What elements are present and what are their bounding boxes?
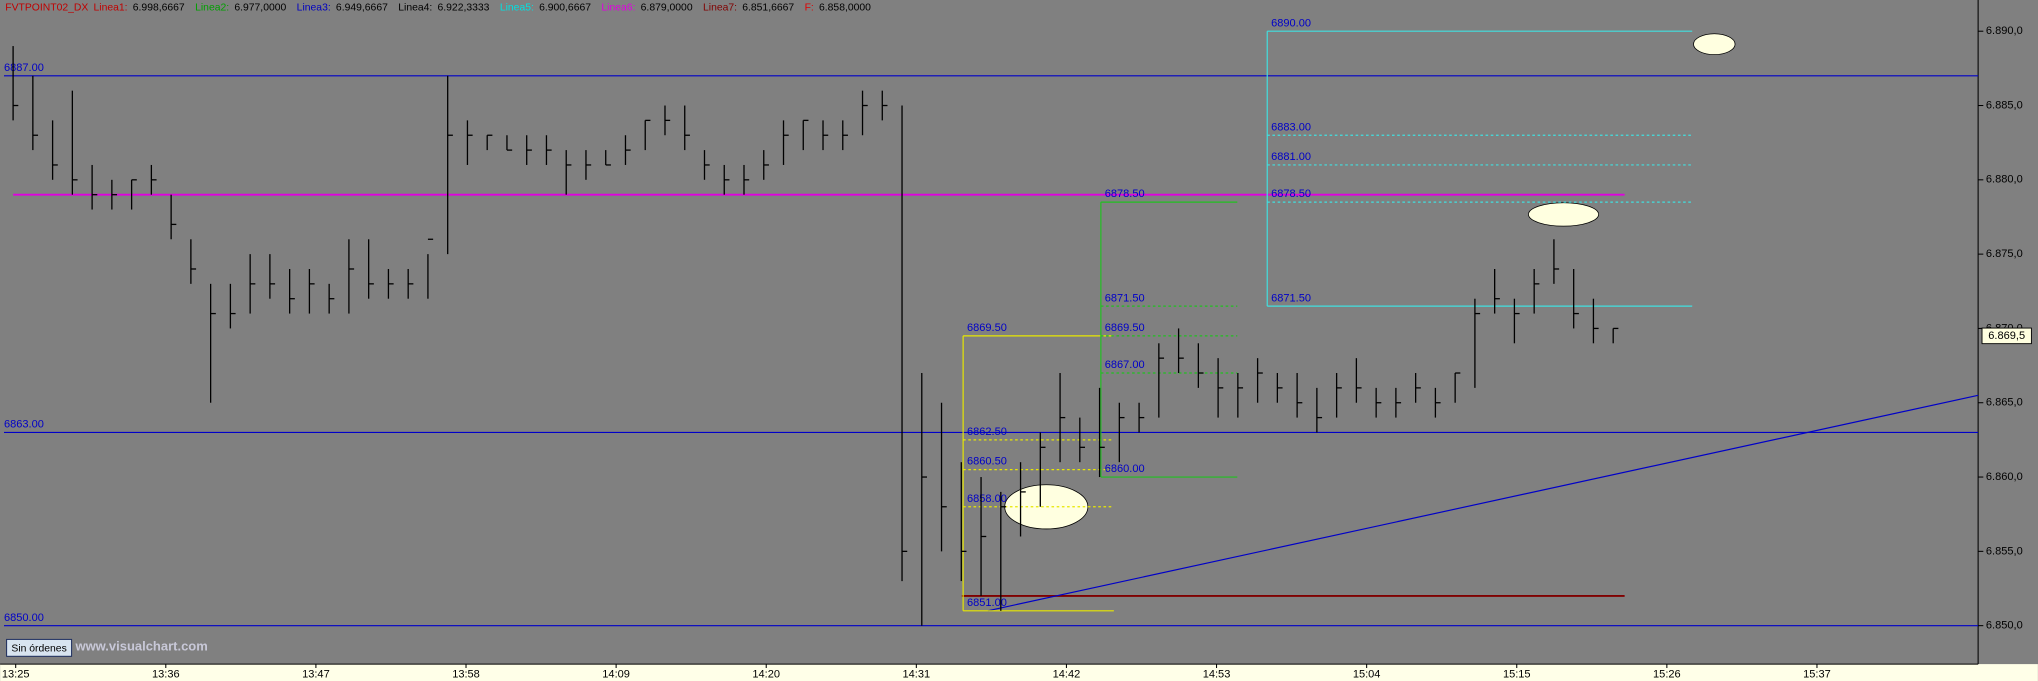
y-tick-label: 6.885,0 <box>1986 99 2023 111</box>
x-tick-label: 15:26 <box>1653 668 1681 680</box>
x-tick-label: 15:04 <box>1353 668 1381 680</box>
retracement-label: 6869.50 <box>1105 322 1145 334</box>
y-tick-label: 6.850,0 <box>1986 620 2023 632</box>
x-tick-label: 13:25 <box>2 668 30 680</box>
x-tick-label: 13:58 <box>452 668 480 680</box>
retracement-label: 6860.00 <box>1105 463 1145 475</box>
retracement-label: 6890.00 <box>1271 17 1311 29</box>
header-text: F: <box>805 3 814 14</box>
y-tick-label: 6.875,0 <box>1986 248 2023 260</box>
level-label: 6863.00 <box>4 419 44 431</box>
x-tick-label: 15:15 <box>1503 668 1531 680</box>
header-text: 6.851,6667 <box>742 3 794 14</box>
y-tick-label: 6.865,0 <box>1986 397 2023 409</box>
header-text: 6.900,6667 <box>539 3 591 14</box>
header-text: Linea6: <box>601 3 635 14</box>
orders-button-label[interactable]: Sin órdenes <box>11 643 66 654</box>
header-text: 6.922,3333 <box>438 3 490 14</box>
retracement-label: 6860.50 <box>967 456 1007 468</box>
trendline <box>987 394 1979 612</box>
x-tick-label: 13:36 <box>152 668 180 680</box>
watermark: www.visualchart.com <box>74 639 207 654</box>
retracement-label: 6869.50 <box>967 322 1007 334</box>
x-tick-label: 14:20 <box>752 668 780 680</box>
orders-button[interactable] <box>6 638 73 657</box>
retracement-label: 6851.00 <box>967 597 1007 609</box>
retracement-label: 6862.50 <box>967 426 1007 438</box>
header-text: Linea7: <box>703 3 737 14</box>
y-tick-label: 6.880,0 <box>1986 174 2023 186</box>
y-tick-label: 6.855,0 <box>1986 545 2023 557</box>
header-text: Linea5: <box>500 3 534 14</box>
header-text: Linea4: <box>398 3 432 14</box>
x-tick-label: 14:42 <box>1053 668 1081 680</box>
time-axis-band <box>0 664 2038 681</box>
header-text: Linea3: <box>297 3 331 14</box>
x-tick-label: 14:31 <box>903 668 931 680</box>
retracement-label: 6881.00 <box>1271 151 1311 163</box>
header-text: Linea2: <box>195 3 229 14</box>
retracement-label: 6878.50 <box>1271 188 1311 200</box>
header-text: 6.977,0000 <box>234 3 286 14</box>
y-tick-label: 6.860,0 <box>1986 471 2023 483</box>
x-tick-label: 15:37 <box>1803 668 1831 680</box>
retracement-label: 6878.50 <box>1105 188 1145 200</box>
retracement-label: 6883.00 <box>1271 121 1311 133</box>
header-text: 6.879,0000 <box>641 3 693 14</box>
header-text: Linea1: <box>94 3 128 14</box>
x-tick-label: 14:09 <box>602 668 630 680</box>
retracement-label: 6871.50 <box>1105 292 1145 304</box>
x-tick-label: 13:47 <box>302 668 330 680</box>
marker-ellipse <box>1693 33 1736 55</box>
y-tick-label: 6.890,0 <box>1986 25 2023 37</box>
last-price-label: 6.869,5 <box>1988 330 2025 342</box>
level-label: 6887.00 <box>4 62 44 74</box>
retracement-label: 6858.00 <box>967 493 1007 505</box>
header-text: 6.858,0000 <box>819 3 871 14</box>
last-price-box <box>1981 327 2032 345</box>
header-text: 6.949,6667 <box>336 3 388 14</box>
header-text: 6.998,6667 <box>133 3 185 14</box>
level-label: 6850.00 <box>4 612 44 624</box>
header-text: FVTPOINT02_DX <box>5 3 88 14</box>
retracement-label: 6867.00 <box>1105 359 1145 371</box>
x-tick-label: 14:53 <box>1203 668 1231 680</box>
marker-ellipse <box>1528 202 1600 227</box>
retracement-label: 6871.50 <box>1271 292 1311 304</box>
header: FVTPOINT02_DX Linea1: 6.998,6667 Linea2: 6.9… <box>5 3 871 14</box>
